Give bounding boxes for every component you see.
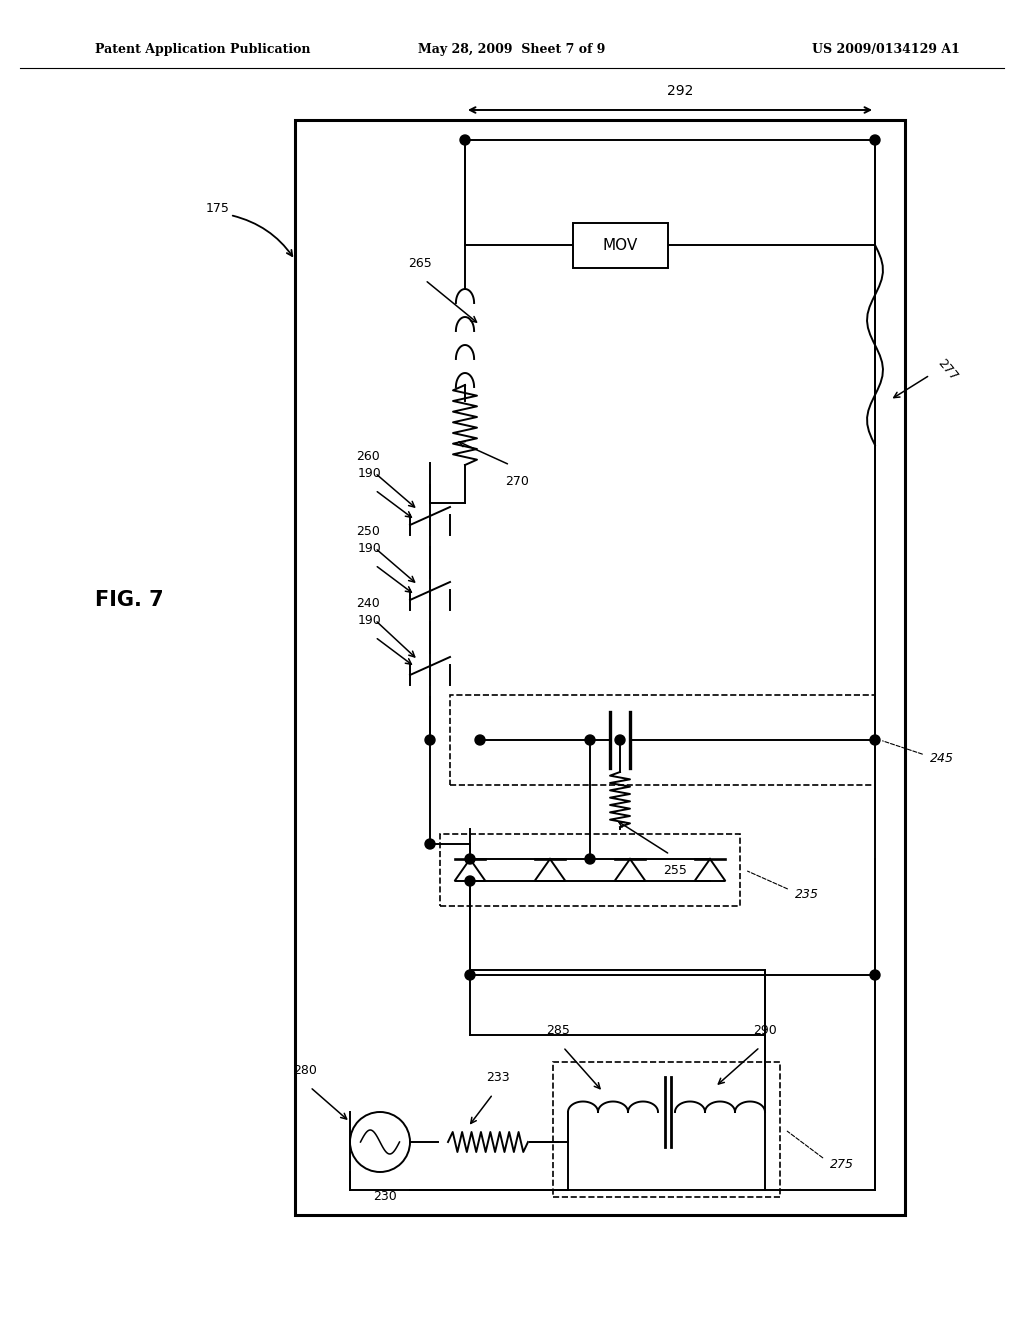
Circle shape [465,854,475,865]
Circle shape [475,735,485,744]
Circle shape [460,135,470,145]
Circle shape [585,854,595,865]
Bar [553,1063,780,1197]
Bar [295,120,905,1214]
Bar [440,834,740,906]
Text: May 28, 2009  Sheet 7 of 9: May 28, 2009 Sheet 7 of 9 [419,44,605,57]
Text: 285: 285 [546,1024,570,1038]
Text: 260: 260 [356,450,380,463]
Text: 277: 277 [935,356,961,383]
Circle shape [870,135,880,145]
Circle shape [465,876,475,886]
Text: Patent Application Publication: Patent Application Publication [95,44,310,57]
Circle shape [870,735,880,744]
Text: 190: 190 [358,543,382,554]
Text: 235: 235 [795,888,819,902]
Text: 280: 280 [293,1064,317,1077]
Circle shape [425,735,435,744]
Text: 250: 250 [356,525,380,539]
Text: 290: 290 [753,1024,777,1038]
Circle shape [425,840,435,849]
Text: 175: 175 [206,202,230,214]
Text: 255: 255 [664,865,687,878]
Text: 190: 190 [358,467,382,480]
Text: 230: 230 [373,1191,397,1204]
Circle shape [585,735,595,744]
Bar [572,223,668,268]
Text: 240: 240 [356,597,380,610]
Text: 190: 190 [358,614,382,627]
Text: 233: 233 [486,1071,510,1084]
Text: FIG. 7: FIG. 7 [95,590,164,610]
Text: 270: 270 [505,475,529,488]
Circle shape [615,735,625,744]
Circle shape [870,970,880,979]
Text: 265: 265 [409,257,432,271]
Text: 292: 292 [667,84,693,98]
Text: US 2009/0134129 A1: US 2009/0134129 A1 [812,44,961,57]
Text: MOV: MOV [602,238,638,252]
Circle shape [465,970,475,979]
Text: 245: 245 [930,751,954,764]
Text: 275: 275 [830,1158,854,1171]
Bar [450,696,874,785]
